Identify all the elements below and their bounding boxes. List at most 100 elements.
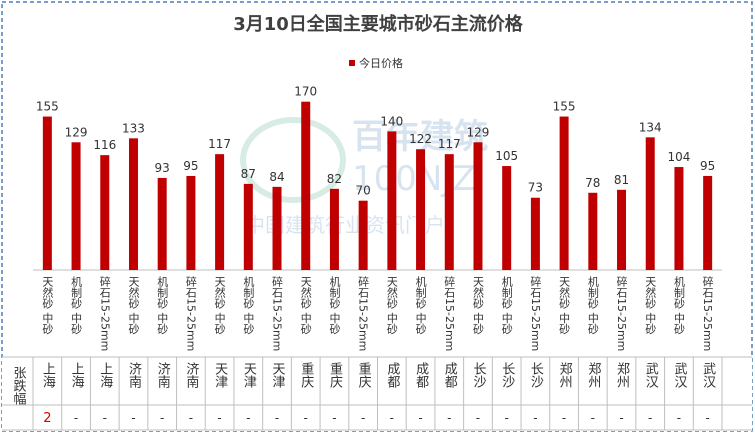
value-label: 155	[36, 100, 59, 114]
value-label: 133	[122, 121, 145, 135]
x-tick-label: 碎石15-25mm	[529, 275, 542, 352]
bar	[444, 154, 454, 270]
city-label: 长沙	[528, 362, 544, 388]
x-tick-label: 机制砂 中砂	[156, 275, 169, 335]
value-label: 104	[667, 150, 690, 164]
bar	[42, 116, 52, 270]
x-tick-label: 碎石15-25mm	[443, 275, 456, 352]
chart-title: 3月10日全国主要城市砂石主流价格	[233, 13, 524, 35]
bar	[100, 155, 110, 270]
value-label: 78	[585, 176, 600, 190]
x-tick-label: 天然砂 中砂	[471, 276, 484, 335]
city-label: 天津	[212, 362, 228, 388]
change-label: -	[591, 411, 595, 425]
bar	[128, 138, 138, 270]
bar	[243, 183, 253, 270]
x-tick-label: 天然砂 中砂	[127, 276, 140, 335]
city-label: 济南	[155, 362, 171, 388]
value-label: 129	[467, 125, 490, 139]
bar	[645, 137, 655, 270]
city-label: 武汉	[671, 362, 687, 388]
bar	[272, 186, 282, 270]
x-tick-label: 天然砂 中砂	[299, 276, 312, 335]
value-label: 105	[495, 149, 518, 163]
change-label: -	[332, 411, 336, 425]
value-label: 155	[553, 100, 576, 114]
x-tick-label: 碎石15-25mm	[357, 275, 370, 352]
x-tick-label: 机制砂 中砂	[414, 275, 427, 335]
x-tick-label: 机制砂 中砂	[586, 275, 599, 335]
bar	[530, 197, 540, 270]
x-tick-label: 机制砂 中砂	[242, 275, 255, 335]
value-label: 95	[700, 159, 715, 173]
bar	[674, 167, 684, 270]
change-label: -	[619, 411, 623, 425]
city-label: 武汉	[700, 362, 716, 388]
city-label: 成都	[413, 362, 429, 388]
watermark-code: 100NJZ	[352, 159, 476, 199]
legend-label: 今日价格	[359, 56, 403, 70]
city-label: 济南	[183, 362, 199, 388]
value-label: 95	[183, 159, 198, 173]
change-label: -	[677, 411, 681, 425]
city-label: 上海	[40, 362, 56, 388]
change-label: -	[418, 411, 422, 425]
change-label: -	[160, 411, 164, 425]
value-label: 73	[528, 181, 543, 195]
x-tick-label: 天然砂 中砂	[558, 276, 571, 335]
bar	[215, 154, 225, 270]
x-tick-label: 天然砂 中砂	[41, 276, 54, 335]
x-tick-label: 碎石15-25mm	[271, 275, 284, 352]
city-label: 济南	[126, 362, 142, 388]
bar	[502, 166, 512, 270]
value-label: 87	[241, 167, 256, 181]
bar	[329, 188, 339, 270]
value-label: 129	[65, 125, 88, 139]
value-label: 116	[93, 138, 116, 152]
bar	[71, 142, 81, 270]
value-label: 117	[208, 137, 231, 151]
legend-swatch	[349, 60, 355, 66]
x-tick-label: 机制砂 中砂	[672, 275, 685, 335]
bar	[473, 142, 483, 270]
x-tick-label: 机制砂 中砂	[328, 275, 341, 335]
change-label: -	[562, 411, 566, 425]
x-tick-label: 天然砂 中砂	[385, 276, 398, 335]
bar	[588, 192, 598, 270]
bar	[186, 175, 196, 270]
city-label: 郑州	[585, 362, 601, 388]
value-label: 134	[639, 120, 662, 134]
x-tick-label: 机制砂 中砂	[70, 275, 83, 335]
value-label: 93	[155, 161, 170, 175]
x-tick-label: 机制砂 中砂	[500, 275, 513, 335]
city-label: 天津	[270, 362, 286, 388]
city-label: 天津	[241, 362, 257, 388]
city-label: 长沙	[470, 362, 486, 388]
city-label: 重庆	[356, 361, 372, 388]
change-label: -	[103, 411, 107, 425]
city-label: 成都	[442, 362, 458, 388]
city-label: 成都	[384, 362, 400, 388]
value-label: 81	[614, 173, 629, 187]
change-label: -	[476, 411, 480, 425]
change-label: -	[74, 411, 78, 425]
x-tick-label: 天然砂 中砂	[213, 276, 226, 335]
value-label: 70	[356, 184, 371, 198]
change-label: -	[304, 411, 308, 425]
watermark-logo	[240, 117, 346, 203]
value-label: 84	[269, 170, 284, 184]
value-label: 170	[294, 85, 317, 99]
change-label: -	[217, 411, 221, 425]
change-label: -	[189, 411, 193, 425]
x-tick-label: 碎石15-25mm	[98, 275, 111, 352]
change-label: -	[246, 411, 250, 425]
change-label: -	[275, 411, 279, 425]
x-tick-label: 碎石15-25mm	[184, 275, 197, 352]
city-label: 武汉	[643, 362, 659, 388]
change-label: -	[648, 411, 652, 425]
x-tick-label: 碎石15-25mm	[701, 275, 714, 352]
value-label: 82	[327, 172, 342, 186]
city-label: 重庆	[327, 361, 343, 388]
city-label: 重庆	[298, 361, 314, 388]
